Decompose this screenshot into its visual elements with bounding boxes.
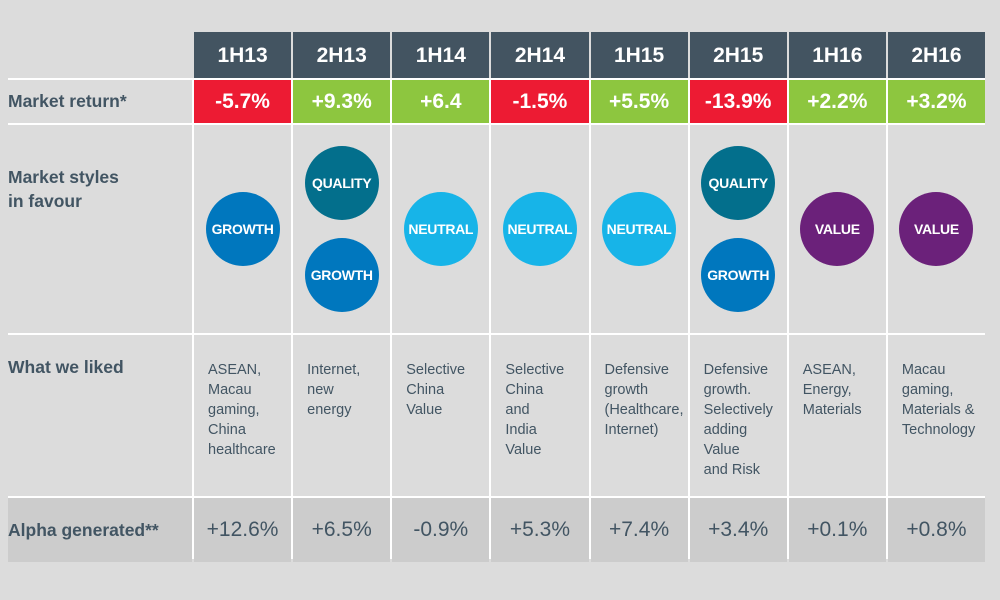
what-we-liked-cell: Internet, new energy [293,335,391,496]
style-badge-value: VALUE [899,192,974,266]
market-return-cell: +5.5% [590,80,688,123]
market-styles-cell: VALUE [788,125,886,333]
market-styles-cell: NEUTRAL [590,125,688,333]
period-header: 2H16 [887,32,985,78]
alpha-cell: +6.5% [293,498,391,562]
style-badge-value: VALUE [800,192,875,266]
alpha-cell: +0.8% [887,498,985,562]
market-styles-cell: NEUTRAL [491,125,589,333]
alpha-cell: +5.3% [491,498,589,562]
alpha-cell: -0.9% [392,498,490,562]
market-return-cell: -13.9% [689,80,787,123]
style-badge-growth: GROWTH [205,192,280,266]
style-badge-neutral: NEUTRAL [403,192,478,266]
market-styles-cell: VALUE [887,125,985,333]
performance-table: 1H13 2H13 1H14 2H14 1H15 2H15 1H16 2H16 … [8,32,985,562]
period-header: 1H13 [194,32,292,78]
row-label-what-we-liked: What we liked [8,335,192,496]
alpha-cell: +3.4% [689,498,787,562]
period-header: 2H15 [689,32,787,78]
what-we-liked-cell: ASEAN, Energy, Materials [788,335,886,496]
row-label-market-return: Market return* [8,80,192,123]
alpha-cell: +0.1% [788,498,886,562]
market-return-cell: -5.7% [194,80,292,123]
period-header: 1H14 [392,32,490,78]
alpha-cell: +7.4% [590,498,688,562]
period-header: 2H13 [293,32,391,78]
what-we-liked-cell: Macau gaming, Materials & Technology [887,335,985,496]
market-return-cell: +3.2% [887,80,985,123]
style-badge-quality: QUALITY [701,146,776,220]
row-label-alpha-generated: Alpha generated** [8,498,192,562]
what-we-liked-cell: Defensive growth. Selectively adding Val… [689,335,787,496]
what-we-liked-cell: ASEAN, Macau gaming, China healthcare [194,335,292,496]
market-styles-cell: GROWTH [194,125,292,333]
table-corner [8,32,192,78]
market-return-cell: +9.3% [293,80,391,123]
alpha-cell: +12.6% [194,498,292,562]
market-return-cell: -1.5% [491,80,589,123]
market-styles-cell: QUALITY GROWTH [293,125,391,333]
what-we-liked-cell: Defensive growth (Healthcare, Internet) [590,335,688,496]
market-return-cell: +6.4 [392,80,490,123]
market-styles-cell: QUALITY GROWTH [689,125,787,333]
period-header: 2H14 [491,32,589,78]
what-we-liked-cell: Selective China and India Value [491,335,589,496]
style-badge-neutral: NEUTRAL [602,192,677,266]
style-badge-growth: GROWTH [304,238,379,312]
market-styles-cell: NEUTRAL [392,125,490,333]
style-badge-neutral: NEUTRAL [502,192,577,266]
row-label-market-styles: Market styles in favour [8,125,192,333]
period-header: 1H16 [788,32,886,78]
style-badge-quality: QUALITY [304,146,379,220]
period-header: 1H15 [590,32,688,78]
style-badge-growth: GROWTH [701,238,776,312]
market-return-cell: +2.2% [788,80,886,123]
what-we-liked-cell: Selective China Value [392,335,490,496]
